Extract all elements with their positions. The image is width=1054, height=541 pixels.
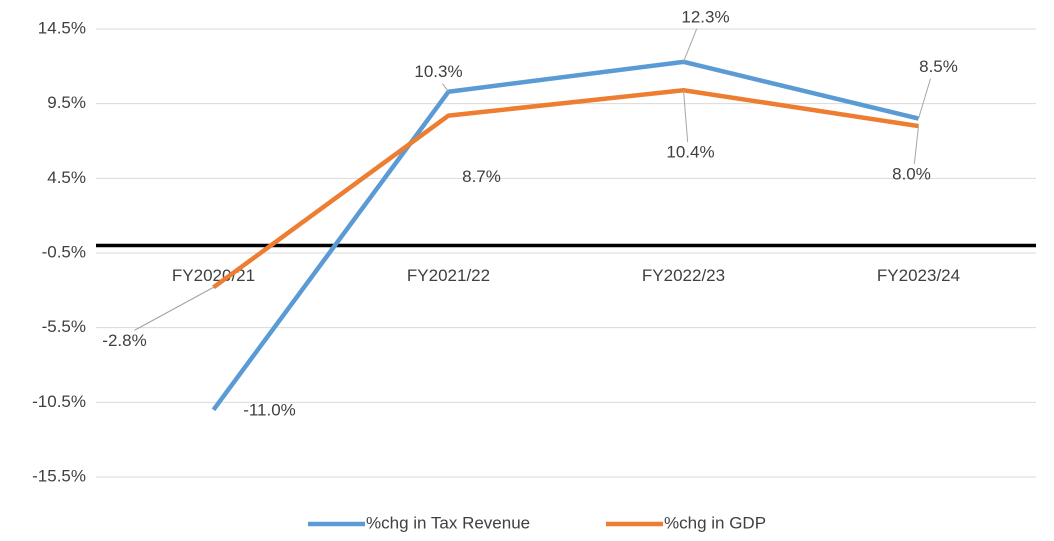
data-label: 10.3% bbox=[414, 62, 462, 81]
leader-line bbox=[918, 78, 931, 119]
line-series bbox=[212, 87, 919, 290]
leader-line bbox=[134, 286, 214, 331]
y-tick-label: -15.5% bbox=[32, 466, 86, 485]
leader-line bbox=[683, 28, 698, 63]
x-tick-label: FY2023/24 bbox=[877, 266, 960, 285]
y-tick-label: -0.5% bbox=[42, 242, 86, 261]
data-label: 8.7% bbox=[462, 167, 501, 186]
leader-line bbox=[913, 126, 919, 165]
data-label: -2.8% bbox=[102, 331, 146, 350]
data-label: 10.4% bbox=[666, 143, 714, 162]
data-label: 12.3% bbox=[681, 7, 729, 26]
data-label: -11.0% bbox=[243, 400, 296, 419]
y-tick-label: 4.5% bbox=[47, 168, 86, 187]
y-tick-label: -10.5% bbox=[32, 392, 86, 411]
line-series bbox=[211, 59, 920, 412]
legend-label: %chg in GDP bbox=[664, 513, 766, 532]
x-tick-label: FY2022/23 bbox=[642, 266, 725, 285]
leader-line bbox=[442, 83, 449, 93]
x-tick-label: FY2020/21 bbox=[172, 266, 255, 285]
data-label: 8.5% bbox=[919, 57, 958, 76]
legend-label: %chg in Tax Revenue bbox=[366, 513, 530, 532]
y-tick-label: 14.5% bbox=[38, 18, 86, 37]
leader-line bbox=[683, 90, 689, 143]
y-tick-label: -5.5% bbox=[42, 317, 86, 336]
x-tick-label: FY2021/22 bbox=[407, 266, 490, 285]
y-tick-label: 9.5% bbox=[47, 93, 86, 112]
data-label: 8.0% bbox=[892, 165, 931, 184]
